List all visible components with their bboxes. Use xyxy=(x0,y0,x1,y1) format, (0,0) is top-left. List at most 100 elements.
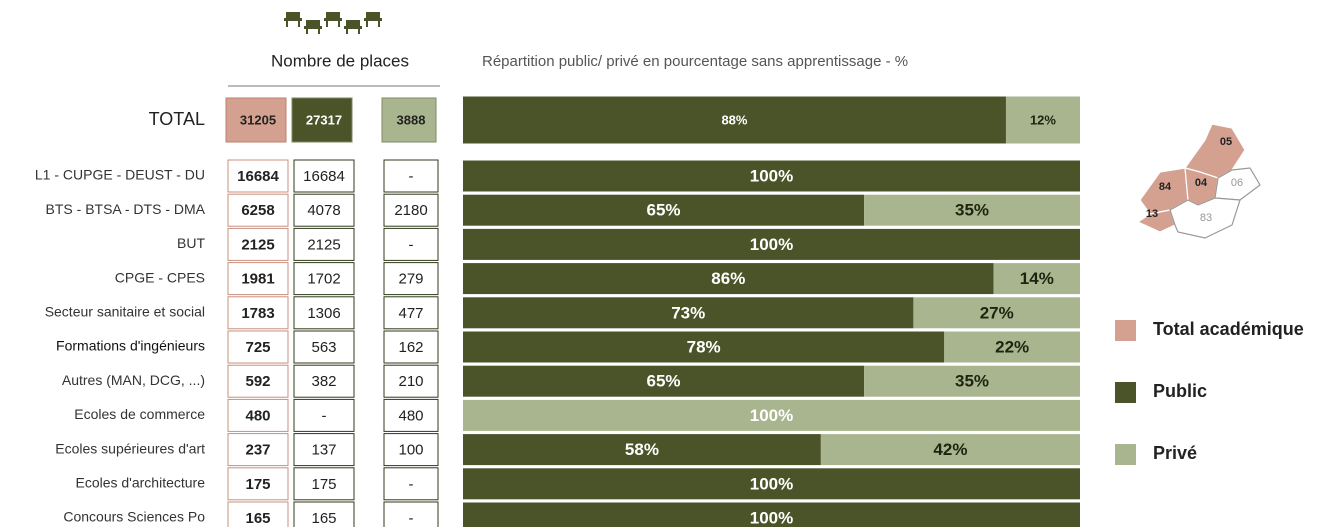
cell-value: 2125 xyxy=(241,236,274,253)
cell-value: 592 xyxy=(245,373,270,390)
cell xyxy=(293,467,355,501)
bar-label: 65% xyxy=(647,201,681,220)
cell-value: 480 xyxy=(398,407,423,424)
legend-swatch xyxy=(1115,382,1136,403)
bar-segment xyxy=(864,194,1080,226)
cell xyxy=(227,364,289,398)
total-value: 3888 xyxy=(397,112,426,127)
cell xyxy=(227,227,289,261)
cell xyxy=(227,193,289,227)
bar-label: 100% xyxy=(750,406,793,425)
cell xyxy=(293,159,355,193)
row-label: CPGE - CPES xyxy=(115,269,205,285)
places-title: Nombre de places xyxy=(271,51,409,70)
bar-segment xyxy=(463,194,865,226)
bar-segment xyxy=(1005,96,1080,144)
cell xyxy=(227,467,289,501)
cell xyxy=(227,159,289,193)
cell-value: - xyxy=(409,236,414,253)
cell-value: 1306 xyxy=(307,305,340,322)
row-label: Ecoles d'architecture xyxy=(75,475,205,491)
cell xyxy=(293,433,355,467)
cell-value: 16684 xyxy=(237,168,279,185)
cell-value: 137 xyxy=(311,442,336,459)
cell-value: 279 xyxy=(398,271,423,288)
bar-label: 100% xyxy=(750,474,793,493)
bar-label: 35% xyxy=(955,372,989,391)
row-label: Ecoles de commerce xyxy=(74,406,205,422)
total-value: 27317 xyxy=(306,112,342,127)
cell-value: 477 xyxy=(398,305,423,322)
row-label: Formations d'ingénieurs xyxy=(56,338,205,354)
cell-value: - xyxy=(409,476,414,493)
bar-segment xyxy=(463,399,1080,431)
cell xyxy=(383,398,439,432)
row-label: L1 - CUPGE - DEUST - DU xyxy=(35,167,205,183)
cell xyxy=(293,296,355,330)
cell-value: 175 xyxy=(311,476,336,493)
bar-segment xyxy=(864,365,1080,397)
cell-value: - xyxy=(409,510,414,527)
cell-value: 162 xyxy=(398,339,423,356)
cell xyxy=(383,330,439,364)
cell xyxy=(383,433,439,467)
map-label: 04 xyxy=(1195,177,1208,189)
cell xyxy=(227,398,289,432)
total-value: 31205 xyxy=(240,112,276,127)
cell xyxy=(383,193,439,227)
row-label: Secteur sanitaire et social xyxy=(45,304,205,320)
cell xyxy=(227,262,289,296)
bar-segment xyxy=(463,160,1080,192)
bar-label: 27% xyxy=(980,303,1014,322)
bar-label: 100% xyxy=(750,166,793,185)
cell-value: 2125 xyxy=(307,236,340,253)
bar-label: 100% xyxy=(750,508,793,527)
row-label: Ecoles supérieures d'art xyxy=(55,440,205,456)
cell xyxy=(227,433,289,467)
cell-value: 6258 xyxy=(241,202,274,219)
cell xyxy=(293,330,355,364)
bar-label: 65% xyxy=(647,372,681,391)
cell-value: 563 xyxy=(311,339,336,356)
map-label: 84 xyxy=(1159,181,1172,193)
cell-value: 480 xyxy=(245,407,270,424)
cell-value: 165 xyxy=(245,510,270,527)
bar-segment xyxy=(463,263,994,295)
cell-value: 210 xyxy=(398,373,423,390)
total-label: TOTAL xyxy=(149,109,205,129)
map-label: 13 xyxy=(1146,208,1158,220)
cell xyxy=(383,227,439,261)
total-cell xyxy=(291,97,353,143)
cell-value: 175 xyxy=(245,476,270,493)
bar-label: 14% xyxy=(1020,269,1054,288)
map-label: 06 xyxy=(1231,177,1243,189)
map-label: 05 xyxy=(1220,136,1232,148)
bar-segment xyxy=(463,297,914,329)
cell-value: 1702 xyxy=(307,271,340,288)
cell xyxy=(293,262,355,296)
legend-swatch xyxy=(1115,320,1136,341)
total-cell xyxy=(225,97,287,143)
cell-value: 165 xyxy=(311,510,336,527)
row-label: Concours Sciences Po xyxy=(63,509,205,525)
cell xyxy=(293,364,355,398)
bar-segment xyxy=(463,331,945,363)
cell xyxy=(383,467,439,501)
chair-icons xyxy=(284,12,382,34)
cell xyxy=(383,296,439,330)
bar-segment xyxy=(820,434,1080,466)
legend-swatch xyxy=(1115,444,1136,465)
cell-value: - xyxy=(409,168,414,185)
split-title: Répartition public/ privé en pourcentage… xyxy=(482,53,908,70)
bar-segment xyxy=(463,365,865,397)
bar-segment xyxy=(463,468,1080,500)
bar-segment xyxy=(463,96,1006,144)
cell-value: 4078 xyxy=(307,202,340,219)
cell-value: - xyxy=(322,407,327,424)
cell xyxy=(383,262,439,296)
row-label: Autres (MAN, DCG, ...) xyxy=(62,372,205,388)
cell xyxy=(293,193,355,227)
cell xyxy=(383,364,439,398)
cell xyxy=(227,296,289,330)
row-label: BTS - BTSA - DTS - DMA xyxy=(46,201,206,217)
